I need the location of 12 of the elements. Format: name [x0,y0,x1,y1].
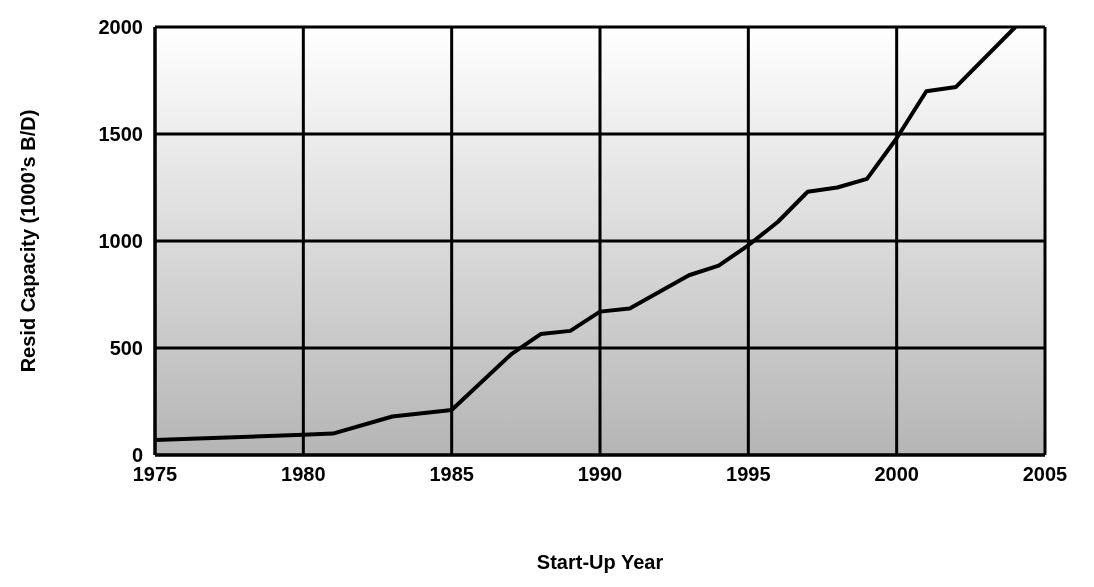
y-tick-label: 1500 [98,123,143,146]
x-tick-label: 2005 [1022,463,1068,486]
x-tick-label: 1990 [577,463,623,486]
x-tick-label: 1995 [726,463,771,486]
x-tick-label: 1980 [281,463,326,486]
x-tick-label: 2000 [874,463,919,486]
x-tick-label: 1985 [429,463,474,486]
y-tick-label: 1000 [98,230,143,253]
x-axis-title: Start-Up Year [536,551,664,573]
y-tick-label: 2000 [98,16,143,39]
y-tick-label: 500 [109,337,143,360]
y-axis-title: Resid Capacity (1000’s B/D) [17,109,40,373]
